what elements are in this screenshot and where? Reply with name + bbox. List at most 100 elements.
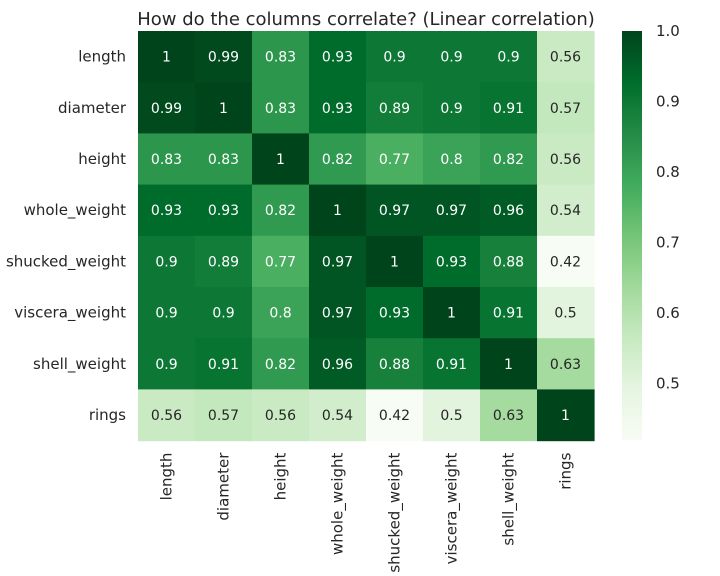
heatmap-cell <box>423 133 481 186</box>
cell-value-label: 0.9 <box>155 357 177 373</box>
cell-value-label: 0.5 <box>554 306 576 322</box>
cell-value-label: 0.77 <box>265 254 296 270</box>
cell-value-label: 0.42 <box>379 408 410 424</box>
heatmap-cell <box>480 184 538 237</box>
cell-value-label: 0.54 <box>322 408 353 424</box>
heatmap-cell <box>309 82 367 134</box>
column-label: length <box>158 453 176 501</box>
heatmap-cell <box>366 235 424 288</box>
heatmap-cell <box>480 287 538 339</box>
heatmap-cell <box>423 235 481 288</box>
cell-value-label: 0.93 <box>322 101 353 117</box>
cell-value-label: 0.83 <box>208 152 239 168</box>
cell-value-label: 0.91 <box>208 357 239 373</box>
cell-value-label: 0.9 <box>383 50 405 66</box>
heatmap-cell <box>537 31 595 83</box>
cell-value-label: 0.42 <box>550 254 581 270</box>
heatmap-cell <box>537 184 595 237</box>
row-label: length <box>78 48 126 66</box>
cell-value-label: 0.82 <box>265 357 296 373</box>
colorbar-tick-label: 1.0 <box>656 22 680 40</box>
cell-value-label: 0.57 <box>208 408 239 424</box>
cell-value-label: 0.83 <box>265 50 296 66</box>
heatmap-cell <box>309 133 367 186</box>
cell-value-label: 0.8 <box>269 306 291 322</box>
heatmap-cell <box>138 82 196 134</box>
cell-value-label: 0.9 <box>497 50 519 66</box>
cell-value-label: 1 <box>390 254 399 270</box>
heatmap-cell <box>138 184 196 237</box>
column-label: height <box>272 452 290 500</box>
cell-value-label: 0.82 <box>265 203 296 219</box>
heatmap-cell <box>537 235 595 288</box>
heatmap-cell <box>195 184 253 237</box>
heatmap-cell <box>252 287 310 339</box>
cell-value-label: 0.56 <box>550 152 581 168</box>
cell-value-label: 0.88 <box>379 357 410 373</box>
heatmap-cell <box>366 338 424 390</box>
colorbar-tick-label: 0.5 <box>656 375 680 393</box>
heatmap-cell-labels: 1 0.99 0.83 0.93 0.9 0.9 0.9 0.56 0.99 1 0.83 0.93 0… <box>151 50 581 424</box>
heatmap-cell <box>252 31 310 83</box>
heatmap-cell <box>252 389 310 442</box>
heatmap-cell <box>423 82 481 134</box>
cell-value-label: 0.93 <box>151 203 182 219</box>
heatmap-cell <box>537 287 595 339</box>
heatmap-cell <box>195 31 253 83</box>
heatmap-cell <box>480 82 538 134</box>
cell-value-label: 0.97 <box>436 203 467 219</box>
colorbar-tick-label: 0.8 <box>656 163 680 181</box>
cell-value-label: 0.5 <box>440 408 462 424</box>
cell-value-label: 0.89 <box>379 101 410 117</box>
cell-value-label: 0.8 <box>440 152 462 168</box>
colorbar-tick-label: 0.6 <box>656 304 680 322</box>
cell-value-label: 0.88 <box>493 254 524 270</box>
heatmap-cell <box>195 389 253 442</box>
cell-value-label: 0.9 <box>440 50 462 66</box>
heatmap-cell <box>138 338 196 390</box>
cell-value-label: 0.93 <box>208 203 239 219</box>
cell-value-label: 0.96 <box>493 203 524 219</box>
cell-value-label: 0.82 <box>493 152 524 168</box>
column-tick-labels: length diameter height whole_weight shucked_… <box>158 452 575 573</box>
cell-value-label: 0.93 <box>379 306 410 322</box>
heatmap-cell <box>423 184 481 237</box>
heatmap-cell <box>252 184 310 237</box>
row-tick-labels: length diameter height whole_weight shucked_… <box>6 48 127 424</box>
heatmap-cells <box>138 31 595 442</box>
heatmap-cell <box>366 31 424 83</box>
heatmap-cell <box>138 31 196 83</box>
heatmap-cell <box>309 235 367 288</box>
heatmap-cell <box>423 389 481 442</box>
cell-value-label: 1 <box>276 152 285 168</box>
cell-value-label: 1 <box>219 101 228 117</box>
heatmap-cell <box>423 287 481 339</box>
heatmap-cell <box>537 338 595 390</box>
row-label: whole_weight <box>24 201 127 220</box>
heatmap-cell <box>480 389 538 442</box>
heatmap-cell <box>309 389 367 442</box>
heatmap-cell <box>252 133 310 186</box>
heatmap-cell <box>195 287 253 339</box>
row-label: viscera_weight <box>14 304 126 323</box>
cell-value-label: 0.91 <box>493 101 524 117</box>
row-label: diameter <box>58 99 127 117</box>
cell-value-label: 0.91 <box>436 357 467 373</box>
cell-value-label: 0.83 <box>151 152 182 168</box>
row-label: rings <box>89 406 126 424</box>
heatmap-cell <box>309 184 367 237</box>
column-label: shucked_weight <box>386 452 405 572</box>
heatmap-cell <box>309 287 367 339</box>
cell-value-label: 1 <box>447 306 456 322</box>
colorbar-gradient <box>622 31 642 440</box>
cell-value-label: 0.56 <box>265 408 296 424</box>
row-label: shell_weight <box>33 355 126 374</box>
heatmap-cell <box>480 31 538 83</box>
cell-value-label: 0.97 <box>322 254 353 270</box>
colorbar-tick-label: 0.9 <box>656 93 680 111</box>
column-label: diameter <box>215 452 233 521</box>
heatmap-cell <box>252 338 310 390</box>
heatmap-cell <box>252 235 310 288</box>
column-label: viscera_weight <box>443 452 462 564</box>
